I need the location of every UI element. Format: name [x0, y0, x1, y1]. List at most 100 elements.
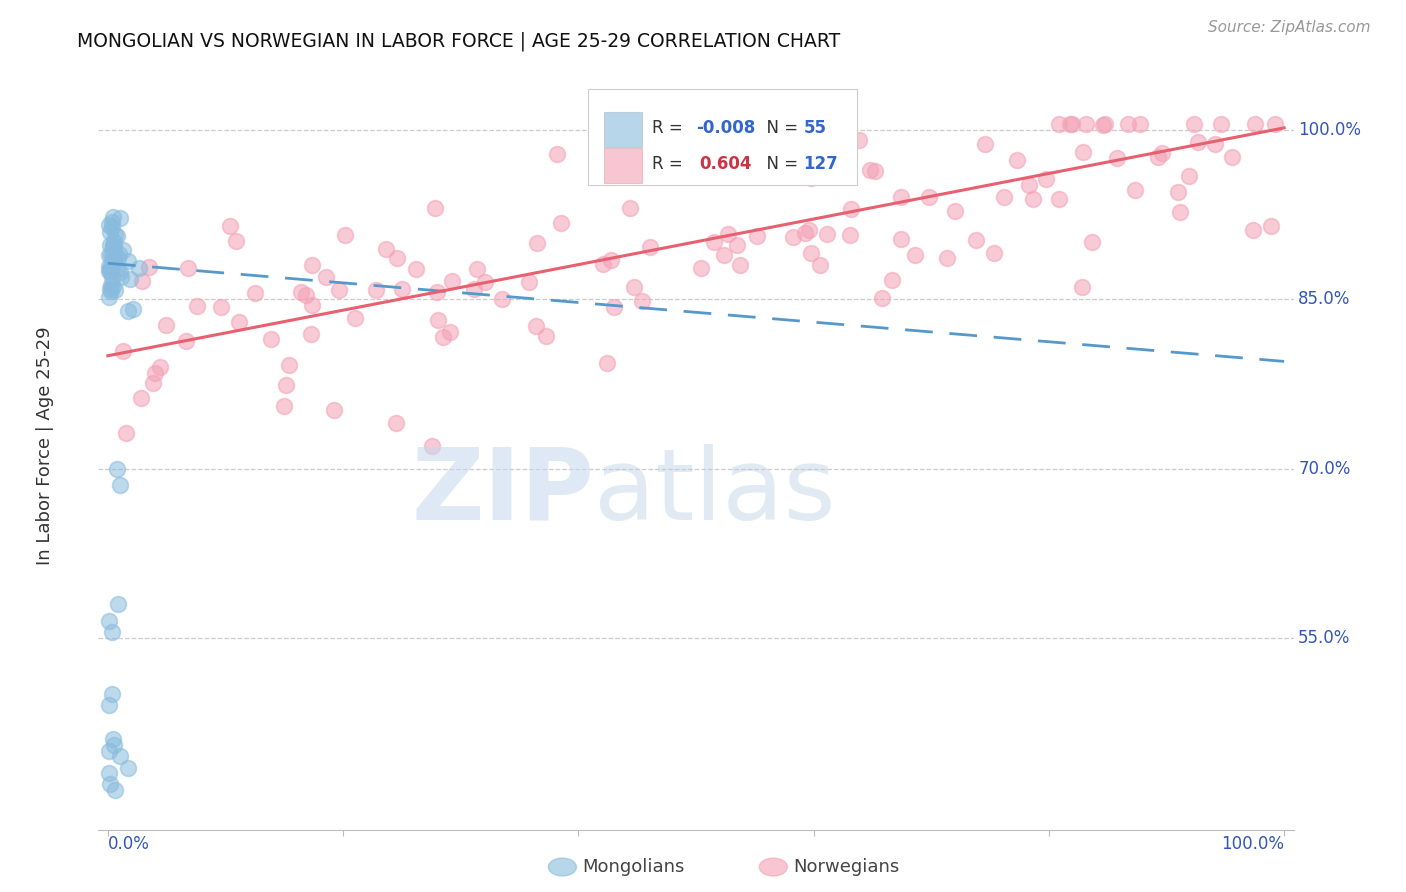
Text: 85.0%: 85.0%: [1298, 290, 1351, 309]
Point: [800, 170, 823, 185]
Point: [107, 252, 129, 266]
Point: [108, 265, 131, 279]
Point: [420, 439, 443, 453]
Text: -0.008: -0.008: [696, 119, 755, 136]
Text: Source: ZipAtlas.com: Source: ZipAtlas.com: [1208, 20, 1371, 35]
Point: [100, 625, 122, 640]
Point: [101, 215, 124, 229]
Point: [1059, 118, 1081, 132]
Point: [243, 285, 266, 300]
Point: [103, 738, 125, 752]
Point: [322, 402, 344, 417]
Point: [138, 260, 160, 274]
Point: [1094, 118, 1116, 132]
Point: [225, 234, 247, 248]
Point: [405, 262, 427, 277]
Point: [936, 251, 959, 265]
Point: [1080, 235, 1102, 250]
Point: [112, 343, 135, 358]
Point: [1167, 186, 1189, 200]
Point: [945, 203, 967, 218]
Point: [177, 261, 200, 276]
Point: [105, 229, 128, 244]
Point: [186, 299, 208, 313]
Point: [619, 201, 641, 215]
Point: [745, 228, 768, 243]
Point: [98, 248, 121, 262]
Point: [111, 243, 134, 257]
Point: [98, 219, 121, 233]
Point: [131, 274, 153, 288]
Text: 100.0%: 100.0%: [1298, 121, 1361, 139]
Point: [328, 283, 350, 297]
Point: [104, 227, 127, 242]
Point: [491, 293, 513, 307]
Point: [546, 147, 568, 161]
Point: [993, 190, 1015, 204]
Point: [108, 247, 131, 261]
Point: [103, 235, 125, 249]
Point: [98, 766, 121, 780]
Text: In Labor Force | Age 25-29: In Labor Force | Age 25-29: [35, 326, 53, 566]
Point: [118, 272, 141, 286]
Point: [103, 255, 125, 269]
Point: [465, 262, 488, 277]
Point: [101, 255, 124, 269]
Point: [602, 301, 624, 315]
Point: [918, 190, 941, 204]
Point: [98, 743, 121, 757]
Point: [630, 294, 652, 309]
Text: 55.0%: 55.0%: [1298, 629, 1351, 647]
Point: [333, 228, 356, 243]
Point: [100, 284, 122, 298]
Point: [1123, 183, 1146, 197]
Point: [1204, 137, 1226, 152]
Point: [1147, 150, 1170, 164]
Text: R =: R =: [652, 154, 693, 173]
Point: [1182, 118, 1205, 132]
Text: 127: 127: [804, 154, 838, 173]
Point: [432, 329, 454, 343]
Point: [725, 237, 748, 252]
Text: 0.604: 0.604: [700, 154, 752, 173]
Point: [596, 356, 619, 370]
Point: [1116, 118, 1139, 132]
Point: [385, 251, 408, 265]
Point: [128, 260, 150, 275]
Point: [534, 329, 557, 343]
Point: [974, 136, 997, 151]
Text: Norwegians: Norwegians: [793, 858, 900, 876]
Point: [103, 238, 125, 252]
Point: [713, 248, 735, 262]
Point: [299, 327, 322, 342]
Point: [1047, 118, 1070, 132]
Point: [107, 597, 129, 611]
FancyBboxPatch shape: [605, 112, 643, 147]
Point: [375, 242, 398, 256]
Point: [101, 249, 124, 263]
Point: [1220, 150, 1243, 164]
Point: [149, 359, 172, 374]
Point: [644, 118, 666, 132]
Point: [863, 163, 886, 178]
Point: [143, 367, 166, 381]
Point: [98, 698, 121, 713]
Point: [800, 246, 823, 260]
Point: [838, 227, 860, 242]
Point: [301, 258, 323, 272]
Point: [848, 133, 870, 147]
Point: [100, 264, 122, 278]
Point: [983, 246, 1005, 260]
Point: [640, 240, 662, 254]
Point: [228, 315, 250, 329]
Text: ZIP: ZIP: [412, 443, 595, 541]
Point: [174, 334, 197, 349]
Point: [782, 229, 804, 244]
Point: [100, 220, 122, 235]
Point: [1071, 280, 1094, 294]
Point: [1074, 118, 1097, 132]
Point: [117, 253, 139, 268]
Text: 55: 55: [804, 119, 827, 136]
Point: [105, 461, 128, 475]
Point: [155, 318, 177, 333]
